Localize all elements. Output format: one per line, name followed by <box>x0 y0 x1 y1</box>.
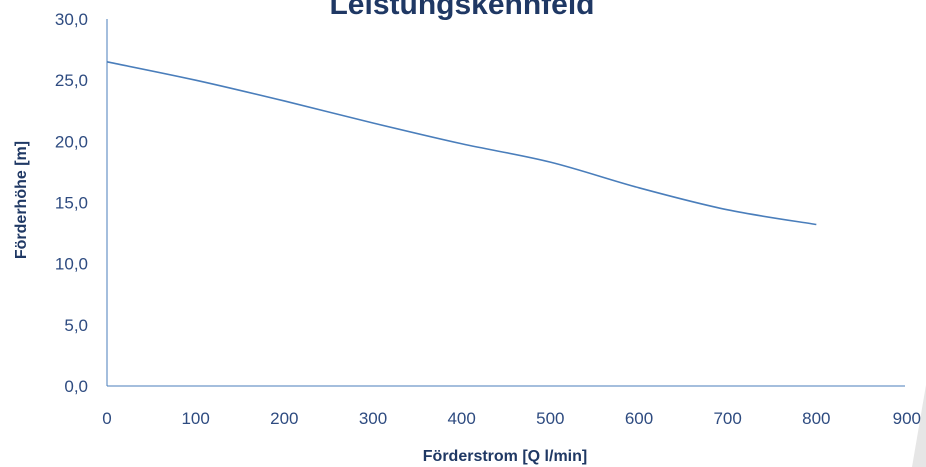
y-tick-label: 25,0 <box>55 71 88 90</box>
x-tick-label: 500 <box>536 409 564 428</box>
x-tick-label: 900 <box>893 409 921 428</box>
y-tick-label: 15,0 <box>55 194 88 213</box>
x-tick-label: 300 <box>359 409 387 428</box>
x-axis-title: Förderstrom [Q l/min] <box>423 448 587 465</box>
y-tick-label: 20,0 <box>55 132 88 151</box>
chart-title: Leistungskennfeld <box>329 0 594 21</box>
x-tick-label: 400 <box>447 409 475 428</box>
x-tick-label: 700 <box>713 409 741 428</box>
y-tick-label: 5,0 <box>64 316 88 335</box>
y-tick-label: 0,0 <box>64 377 88 396</box>
x-tick-label: 800 <box>802 409 830 428</box>
y-tick-label: 30,0 <box>55 10 88 29</box>
y-tick-label: 10,0 <box>55 255 88 274</box>
x-tick-label: 600 <box>625 409 653 428</box>
x-tick-label: 100 <box>181 409 209 428</box>
corner-accent-shape <box>912 385 926 467</box>
x-tick-label: 0 <box>102 409 111 428</box>
series-line <box>106 61 817 226</box>
x-tick-label: 200 <box>270 409 298 428</box>
y-axis-title: Förderhöhe [m] <box>13 141 30 259</box>
